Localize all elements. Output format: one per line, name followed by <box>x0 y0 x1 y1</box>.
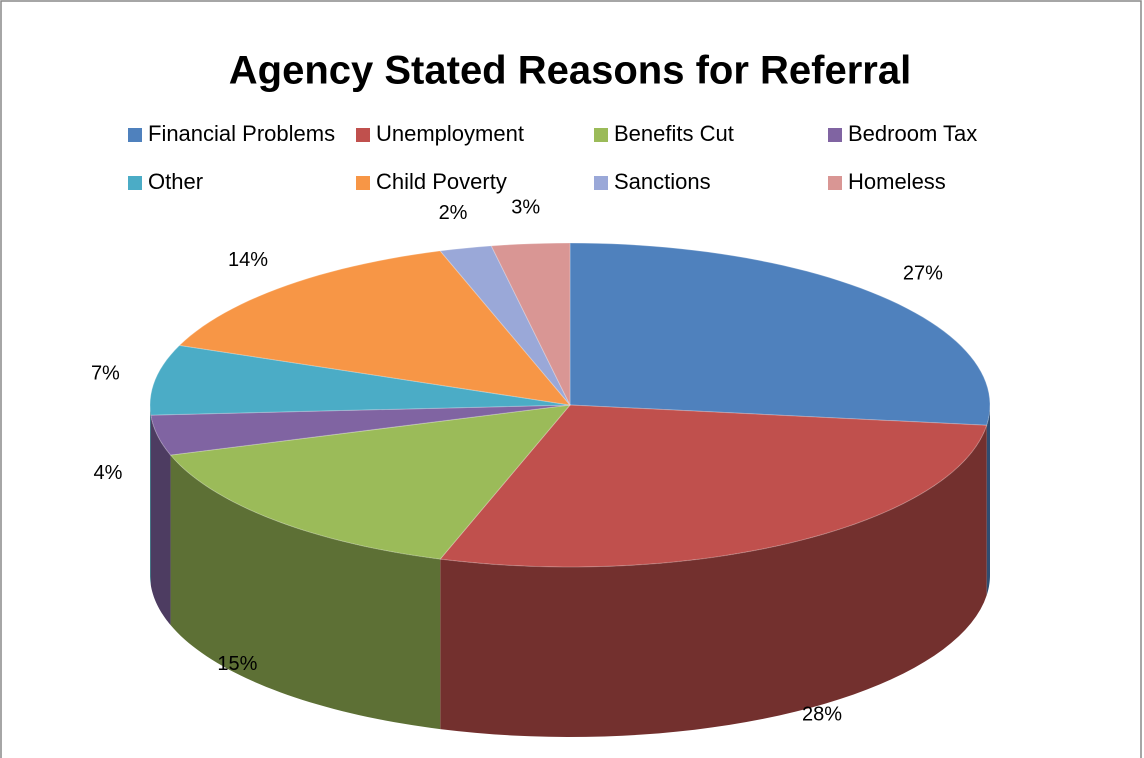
legend-swatch <box>828 176 842 190</box>
data-label: 3% <box>511 197 540 219</box>
legend-label: Unemployment <box>376 121 524 146</box>
legend-label: Bedroom Tax <box>848 121 977 146</box>
legend-swatch <box>594 176 608 190</box>
slice-side <box>440 425 987 737</box>
slice <box>149 344 571 416</box>
chart-title: Agency Stated Reasons for Referral <box>229 49 911 93</box>
data-label: 15% <box>217 653 257 675</box>
slice-side <box>150 415 171 626</box>
data-label: 2% <box>439 202 468 224</box>
legend-swatch <box>128 128 142 142</box>
legend-label: Homeless <box>848 169 946 194</box>
slice <box>490 242 571 406</box>
legend-swatch <box>356 176 370 190</box>
slice-side <box>170 455 441 730</box>
legend-label: Financial Problems <box>148 121 335 146</box>
data-label: 7% <box>91 362 120 384</box>
legend-swatch <box>594 128 608 142</box>
slice-side <box>986 405 990 596</box>
data-label: 4% <box>93 462 122 484</box>
slice <box>169 404 572 560</box>
legend-swatch <box>128 176 142 190</box>
legend-label: Sanctions <box>614 169 711 194</box>
data-label: 14% <box>228 249 268 271</box>
data-label: 28% <box>802 704 842 726</box>
slice <box>150 404 571 456</box>
legend-label: Benefits Cut <box>614 121 734 146</box>
slice <box>178 250 572 406</box>
legend-swatch <box>828 128 842 142</box>
slice <box>569 242 991 426</box>
legend-label: Other <box>148 169 203 194</box>
legend-label: Child Poverty <box>376 169 507 194</box>
slice-side <box>150 405 151 586</box>
slice <box>439 245 571 406</box>
data-label: 27% <box>903 263 943 285</box>
legend-swatch <box>356 128 370 142</box>
slice <box>439 404 988 568</box>
